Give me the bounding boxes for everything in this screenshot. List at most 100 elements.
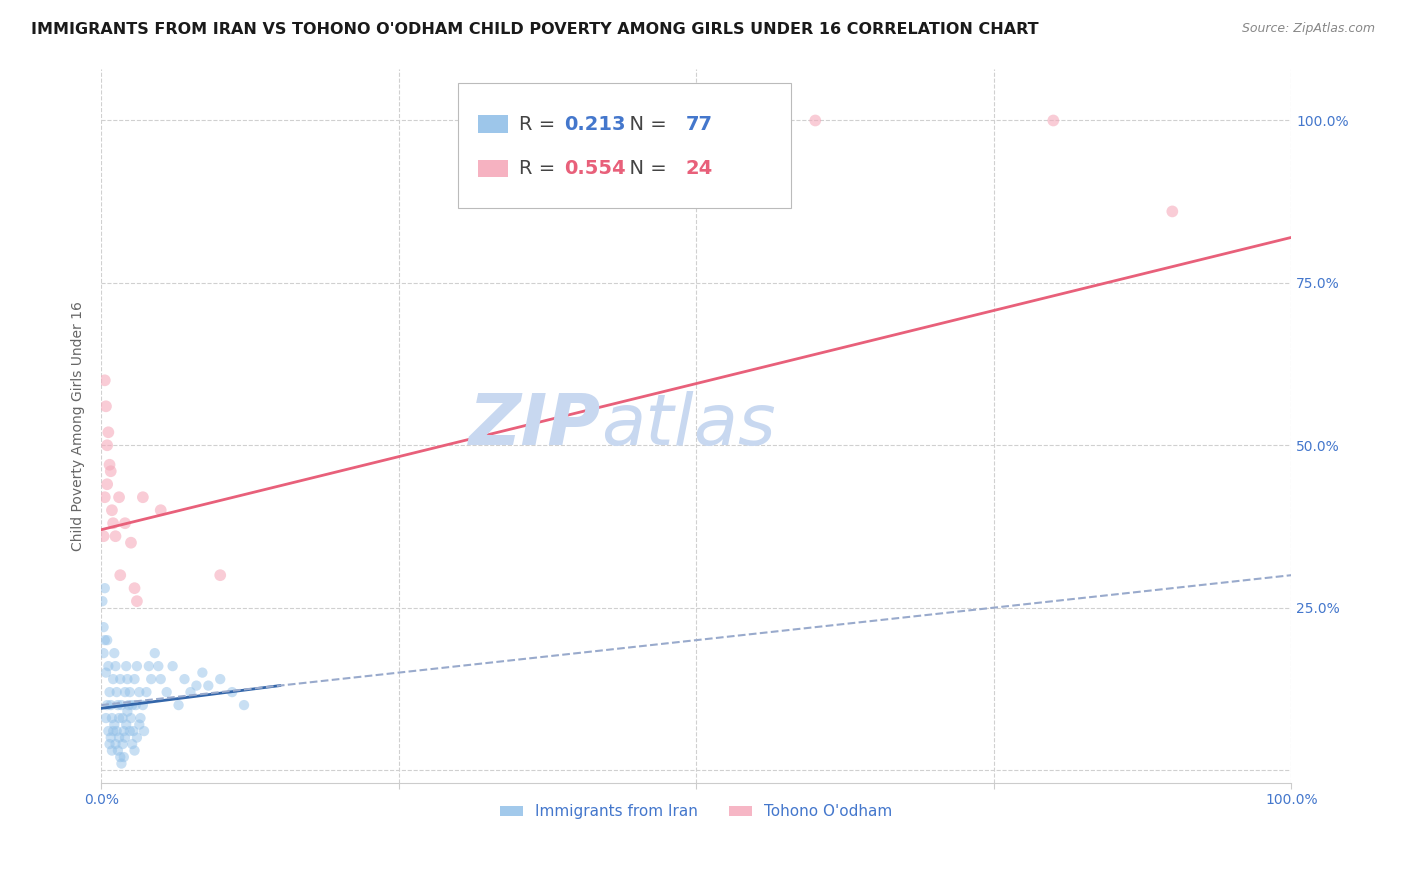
Point bbox=[118, 685, 141, 699]
Point bbox=[162, 659, 184, 673]
Point bbox=[141, 672, 163, 686]
Text: 0.213: 0.213 bbox=[564, 115, 626, 134]
Point bbox=[125, 731, 148, 745]
Point bbox=[101, 711, 124, 725]
Point bbox=[128, 717, 150, 731]
Point bbox=[117, 705, 139, 719]
Text: N =: N = bbox=[617, 115, 672, 134]
Point bbox=[101, 516, 124, 531]
Point bbox=[101, 672, 124, 686]
Point bbox=[135, 685, 157, 699]
Point bbox=[93, 529, 115, 543]
Point bbox=[149, 503, 172, 517]
Point bbox=[221, 685, 243, 699]
Point bbox=[233, 698, 256, 712]
Point bbox=[101, 503, 124, 517]
Point bbox=[121, 698, 143, 712]
Text: 0.554: 0.554 bbox=[564, 159, 626, 178]
Point bbox=[112, 750, 135, 764]
Point bbox=[125, 594, 148, 608]
Text: R =: R = bbox=[519, 159, 561, 178]
Point bbox=[93, 646, 115, 660]
Point bbox=[111, 711, 134, 725]
Text: N =: N = bbox=[617, 159, 672, 178]
Point bbox=[132, 724, 155, 739]
Point bbox=[98, 458, 121, 472]
Point bbox=[94, 711, 117, 725]
Point bbox=[98, 685, 121, 699]
Point bbox=[209, 568, 232, 582]
Point bbox=[96, 698, 118, 712]
Point bbox=[110, 698, 132, 712]
Point bbox=[117, 672, 139, 686]
Point bbox=[97, 724, 120, 739]
Point bbox=[122, 724, 145, 739]
Point bbox=[125, 659, 148, 673]
Point bbox=[114, 516, 136, 531]
Point bbox=[93, 620, 115, 634]
Point bbox=[209, 672, 232, 686]
Point bbox=[132, 698, 155, 712]
Point bbox=[121, 737, 143, 751]
Point bbox=[186, 679, 208, 693]
Point bbox=[100, 731, 122, 745]
Point bbox=[96, 477, 118, 491]
Point bbox=[124, 672, 146, 686]
Legend: Immigrants from Iran, Tohono O'odham: Immigrants from Iran, Tohono O'odham bbox=[494, 798, 898, 825]
Point bbox=[124, 743, 146, 757]
Point bbox=[167, 698, 190, 712]
Point bbox=[103, 717, 125, 731]
Point bbox=[94, 399, 117, 413]
Point bbox=[117, 698, 139, 712]
Text: ZIP: ZIP bbox=[468, 392, 600, 460]
Point bbox=[114, 731, 136, 745]
Point bbox=[97, 425, 120, 440]
Point bbox=[108, 731, 131, 745]
Point bbox=[94, 665, 117, 680]
Point bbox=[94, 633, 117, 648]
Point bbox=[143, 646, 166, 660]
Point bbox=[101, 724, 124, 739]
Point bbox=[114, 685, 136, 699]
Point bbox=[96, 633, 118, 648]
Point bbox=[97, 659, 120, 673]
Point bbox=[110, 756, 132, 771]
Text: 77: 77 bbox=[686, 115, 713, 134]
Point bbox=[124, 581, 146, 595]
Point bbox=[100, 464, 122, 478]
Point bbox=[132, 490, 155, 504]
Text: R =: R = bbox=[519, 115, 561, 134]
Point bbox=[111, 737, 134, 751]
Point bbox=[148, 659, 170, 673]
Text: atlas: atlas bbox=[600, 392, 776, 460]
Point bbox=[110, 750, 132, 764]
Point bbox=[94, 581, 117, 595]
Text: Source: ZipAtlas.com: Source: ZipAtlas.com bbox=[1241, 22, 1375, 36]
Y-axis label: Child Poverty Among Girls Under 16: Child Poverty Among Girls Under 16 bbox=[72, 301, 86, 550]
Point bbox=[94, 490, 117, 504]
Point bbox=[120, 535, 142, 549]
Point bbox=[112, 724, 135, 739]
Point bbox=[103, 646, 125, 660]
Point bbox=[107, 743, 129, 757]
Point bbox=[108, 711, 131, 725]
Point bbox=[107, 698, 129, 712]
Point bbox=[120, 711, 142, 725]
Point bbox=[100, 698, 122, 712]
Point bbox=[110, 568, 132, 582]
Point bbox=[197, 679, 219, 693]
Point bbox=[191, 665, 214, 680]
Point bbox=[125, 698, 148, 712]
Point bbox=[104, 659, 127, 673]
Point bbox=[129, 711, 152, 725]
Point bbox=[156, 685, 179, 699]
Point bbox=[91, 594, 114, 608]
Point bbox=[104, 529, 127, 543]
FancyBboxPatch shape bbox=[458, 83, 792, 208]
Point bbox=[108, 490, 131, 504]
Point bbox=[128, 685, 150, 699]
Point bbox=[173, 672, 195, 686]
Point bbox=[101, 743, 124, 757]
Text: IMMIGRANTS FROM IRAN VS TOHONO O'ODHAM CHILD POVERTY AMONG GIRLS UNDER 16 CORREL: IMMIGRANTS FROM IRAN VS TOHONO O'ODHAM C… bbox=[31, 22, 1039, 37]
Point bbox=[804, 113, 827, 128]
